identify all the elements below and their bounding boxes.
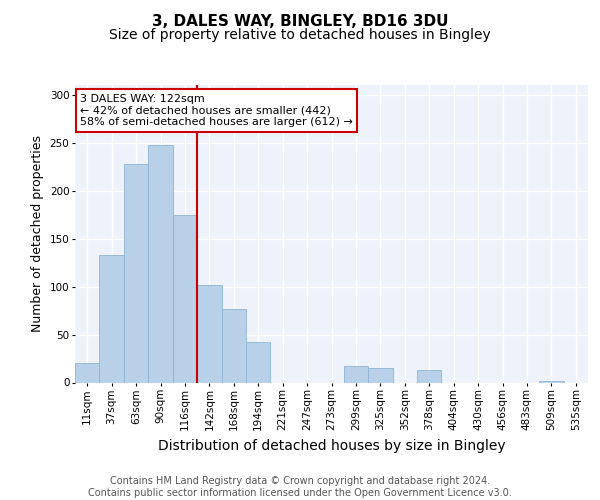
Bar: [75, 364, 100, 382]
Bar: [539, 380, 563, 382]
Bar: [100, 255, 124, 382]
Text: 3 DALES WAY: 122sqm
← 42% of detached houses are smaller (442)
58% of semi-detac: 3 DALES WAY: 122sqm ← 42% of detached ho…: [80, 94, 353, 127]
Bar: [173, 214, 197, 382]
Bar: [221, 308, 246, 382]
Bar: [124, 164, 148, 382]
Bar: [246, 342, 271, 382]
X-axis label: Distribution of detached houses by size in Bingley: Distribution of detached houses by size …: [158, 438, 505, 452]
Bar: [368, 368, 392, 382]
Text: Contains HM Land Registry data © Crown copyright and database right 2024.
Contai: Contains HM Land Registry data © Crown c…: [88, 476, 512, 498]
Text: Size of property relative to detached houses in Bingley: Size of property relative to detached ho…: [109, 28, 491, 42]
Bar: [344, 366, 368, 382]
Y-axis label: Number of detached properties: Number of detached properties: [31, 135, 44, 332]
Bar: [148, 146, 173, 382]
Bar: [197, 284, 221, 382]
Text: 3, DALES WAY, BINGLEY, BD16 3DU: 3, DALES WAY, BINGLEY, BD16 3DU: [152, 14, 448, 29]
Bar: [417, 370, 442, 382]
